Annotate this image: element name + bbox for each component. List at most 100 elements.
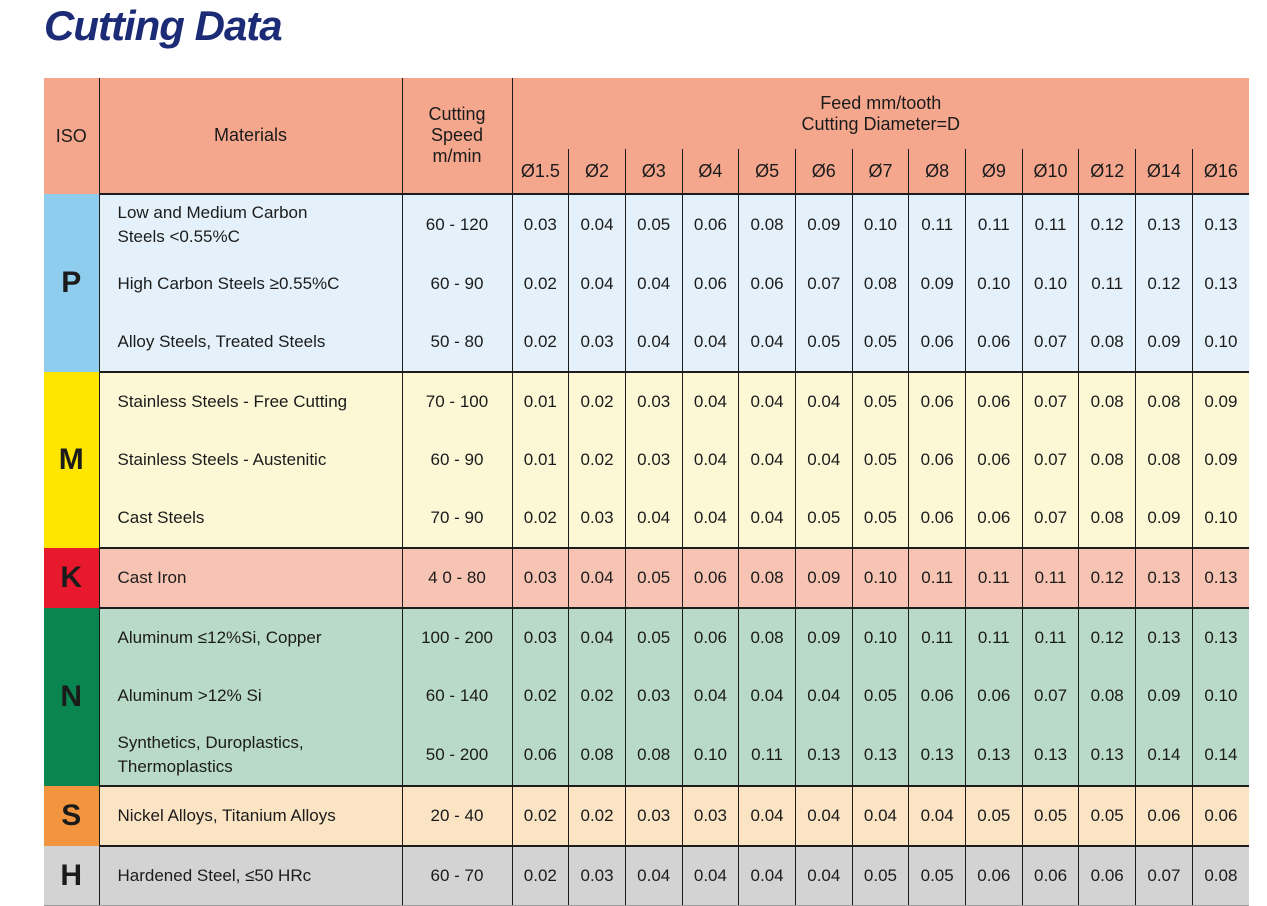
feed-cell-ø4: 0.06 bbox=[681, 255, 739, 313]
feed-cell-ø8: 0.09 bbox=[908, 255, 966, 313]
feed-cell-ø4: 0.04 bbox=[681, 489, 739, 548]
feed-cell-ø2: 0.04 bbox=[568, 607, 626, 667]
iso-group-cell-p: P bbox=[44, 194, 99, 372]
iso-group-cell-h: H bbox=[44, 846, 99, 906]
feed-cell-ø10: 0.10 bbox=[1021, 255, 1079, 313]
feed-cell-ø7: 0.10 bbox=[851, 193, 909, 255]
material-cell: Stainless Steels - Austenitic bbox=[98, 431, 402, 489]
feed-cell-ø14: 0.13 bbox=[1135, 193, 1193, 255]
feed-cell-ø6: 0.05 bbox=[794, 313, 853, 372]
material-cell: Low and Medium Carbon Steels <0.55%C bbox=[98, 193, 402, 255]
feed-cell-ø9: 0.06 bbox=[965, 667, 1023, 725]
table-row: P Low and Medium Carbon Steels <0.55%C 60 … bbox=[44, 193, 1249, 372]
feed-cell-ø16: 0.09 bbox=[1191, 431, 1249, 489]
feed-cell-ø16: 0.13 bbox=[1191, 547, 1249, 608]
feed-cell-ø14: 0.06 bbox=[1135, 785, 1193, 846]
feed-cell-ø12: 0.13 bbox=[1078, 725, 1136, 786]
dia-header-10: Ø10 bbox=[1021, 149, 1079, 194]
feed-cell-ø4: 0.04 bbox=[681, 371, 739, 431]
feed-cell-ø4: 0.04 bbox=[681, 431, 739, 489]
feed-cell-ø3: 0.03 bbox=[624, 667, 683, 725]
material-cell: Cast Iron bbox=[98, 547, 402, 608]
feed-cell-ø14: 0.13 bbox=[1135, 607, 1193, 667]
dia-header-14: Ø14 bbox=[1135, 149, 1193, 194]
material-cell: Aluminum >12% Si bbox=[98, 667, 402, 725]
feed-cell-ø2: 0.04 bbox=[568, 193, 626, 255]
dia-header-16: Ø16 bbox=[1191, 149, 1249, 194]
table-row: High Carbon Steels ≥0.55%C 60 - 90 0.02 0.0… bbox=[44, 255, 1249, 313]
feed-cell-ø12: 0.11 bbox=[1078, 255, 1136, 313]
feed-cell-ø14: 0.13 bbox=[1135, 547, 1193, 608]
feed-cell-ø3: 0.04 bbox=[624, 489, 683, 548]
table-row: Stainless Steels - Austenitic 60 - 90 0.01… bbox=[44, 431, 1249, 489]
cutting-speed-cell: 100 - 200 bbox=[401, 607, 512, 667]
cutting-data-table: ISO Materials Cutting Speed m/min Feed m… bbox=[44, 78, 1249, 906]
feed-cell-ø1.5: 0.02 bbox=[511, 845, 569, 906]
feed-cell-ø2: 0.02 bbox=[568, 785, 626, 846]
feed-cell-ø3: 0.03 bbox=[624, 371, 683, 431]
feed-cell-ø10: 0.07 bbox=[1021, 371, 1079, 431]
feed-cell-ø3: 0.04 bbox=[624, 255, 683, 313]
table-header: ISO Materials Cutting Speed m/min Feed m… bbox=[44, 78, 1249, 194]
material-cell: Alloy Steels, Treated Steels bbox=[98, 313, 402, 372]
feed-cell-ø7: 0.04 bbox=[851, 785, 909, 846]
feed-cell-ø12: 0.08 bbox=[1078, 371, 1136, 431]
feed-cell-ø12: 0.08 bbox=[1078, 667, 1136, 725]
feed-cell-ø4: 0.10 bbox=[681, 725, 739, 786]
dia-header-8: Ø8 bbox=[908, 149, 966, 194]
cutting-speed-cell: 60 - 90 bbox=[401, 255, 512, 313]
feed-cell-ø9: 0.06 bbox=[965, 431, 1023, 489]
feed-cell-ø4: 0.04 bbox=[681, 845, 739, 906]
feed-cell-ø9: 0.11 bbox=[965, 547, 1023, 608]
feed-cell-ø8: 0.06 bbox=[908, 431, 966, 489]
feed-cell-ø7: 0.08 bbox=[851, 255, 909, 313]
cutting-speed-cell: 60 - 90 bbox=[401, 431, 512, 489]
feed-cell-ø10: 0.07 bbox=[1021, 313, 1079, 372]
feed-cell-ø2: 0.03 bbox=[568, 845, 626, 906]
feed-cell-ø5: 0.04 bbox=[738, 431, 796, 489]
feed-cell-ø2: 0.02 bbox=[568, 667, 626, 725]
feed-cell-ø1.5: 0.02 bbox=[511, 489, 569, 548]
table-row: S Nickel Alloys, Titanium Alloys 20 - 40 0.… bbox=[44, 785, 1249, 846]
feed-cell-ø5: 0.06 bbox=[738, 255, 796, 313]
cutting-speed-cell: 70 - 90 bbox=[401, 489, 512, 548]
feed-cell-ø7: 0.10 bbox=[851, 607, 909, 667]
dia-header-1-5: Ø1.5 bbox=[511, 149, 569, 194]
feed-cell-ø10: 0.13 bbox=[1021, 725, 1079, 786]
material-cell: Stainless Steels - Free Cutting bbox=[98, 371, 402, 431]
material-cell: Aluminum ≤12%Si, Copper bbox=[98, 607, 402, 667]
feed-cell-ø2: 0.03 bbox=[568, 489, 626, 548]
feed-cell-ø14: 0.14 bbox=[1135, 725, 1193, 786]
feed-cell-ø6: 0.04 bbox=[794, 667, 853, 725]
feed-cell-ø9: 0.06 bbox=[965, 489, 1023, 548]
table-row: M Stainless Steels - Free Cutting 70 - 100… bbox=[44, 371, 1249, 548]
feed-cell-ø2: 0.02 bbox=[568, 431, 626, 489]
feed-cell-ø7: 0.13 bbox=[851, 725, 909, 786]
feed-cell-ø1.5: 0.06 bbox=[511, 725, 569, 786]
feed-cell-ø8: 0.06 bbox=[908, 489, 966, 548]
feed-cell-ø3: 0.08 bbox=[624, 725, 683, 786]
iso-group-cell-m: M bbox=[44, 372, 99, 548]
cutting-speed-cell: 70 - 100 bbox=[401, 371, 512, 431]
feed-cell-ø10: 0.06 bbox=[1021, 845, 1079, 906]
header-row-diameters: Ø1.5 Ø2 Ø3 Ø4 Ø5 Ø6 Ø7 Ø8 Ø9 Ø10 Ø12 Ø14… bbox=[44, 149, 1249, 194]
feed-cell-ø6: 0.09 bbox=[794, 193, 853, 255]
feed-cell-ø14: 0.09 bbox=[1135, 489, 1193, 548]
feed-cell-ø8: 0.11 bbox=[908, 193, 966, 255]
feed-title-text: Feed mm/tooth Cutting Diameter=D bbox=[801, 92, 961, 134]
feed-cell-ø10: 0.07 bbox=[1021, 431, 1079, 489]
feed-cell-ø16: 0.13 bbox=[1191, 255, 1249, 313]
feed-cell-ø6: 0.09 bbox=[794, 547, 853, 608]
table-row: K Cast Iron 4 0 - 80 0.03 0.04 0.05 0.06 0.08 0.… bbox=[44, 547, 1249, 608]
feed-cell-ø9: 0.13 bbox=[965, 725, 1023, 786]
feed-cell-ø3: 0.05 bbox=[624, 607, 683, 667]
feed-cell-ø3: 0.05 bbox=[624, 547, 683, 608]
dia-header-12: Ø12 bbox=[1078, 149, 1136, 194]
feed-cell-ø16: 0.10 bbox=[1191, 313, 1249, 372]
feed-cell-ø5: 0.08 bbox=[738, 607, 796, 667]
feed-cell-ø9: 0.06 bbox=[965, 845, 1023, 906]
col-header-feed: Feed mm/tooth Cutting Diameter=D bbox=[511, 78, 1249, 149]
iso-group-cell-s: S bbox=[44, 786, 99, 846]
feed-cell-ø7: 0.05 bbox=[851, 845, 909, 906]
feed-cell-ø12: 0.05 bbox=[1078, 785, 1136, 846]
